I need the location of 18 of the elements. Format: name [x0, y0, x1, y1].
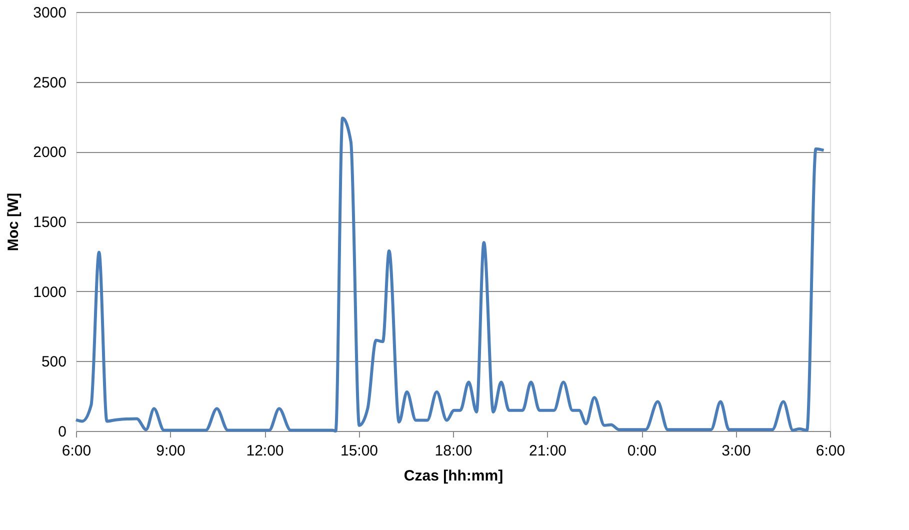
y-tick-label: 1000 — [33, 284, 66, 301]
x-tick-label: 6:00 — [62, 442, 92, 460]
y-tick-label: 500 — [41, 354, 66, 371]
y-tick-label: 1500 — [33, 214, 66, 231]
y-axis-title: Moc [W] — [5, 192, 22, 252]
x-tick-label: 12:00 — [246, 442, 284, 460]
x-tick-label: 9:00 — [156, 442, 186, 460]
x-axis-title: Czas [hh:mm] — [404, 468, 504, 484]
x-tick-label: 21:00 — [528, 442, 567, 460]
x-tick-label: 0:00 — [627, 442, 657, 460]
y-tick-label: 0 — [58, 424, 66, 440]
x-tick-label: 18:00 — [434, 442, 472, 460]
x-tick-label: 3:00 — [722, 442, 751, 460]
x-tick-label: 6:00 — [816, 442, 846, 460]
x-tick-label: 15:00 — [340, 442, 378, 460]
y-tick-label: 3000 — [33, 4, 66, 22]
y-tick-label: 2000 — [33, 144, 66, 162]
y-tick-label: 2500 — [33, 74, 66, 92]
